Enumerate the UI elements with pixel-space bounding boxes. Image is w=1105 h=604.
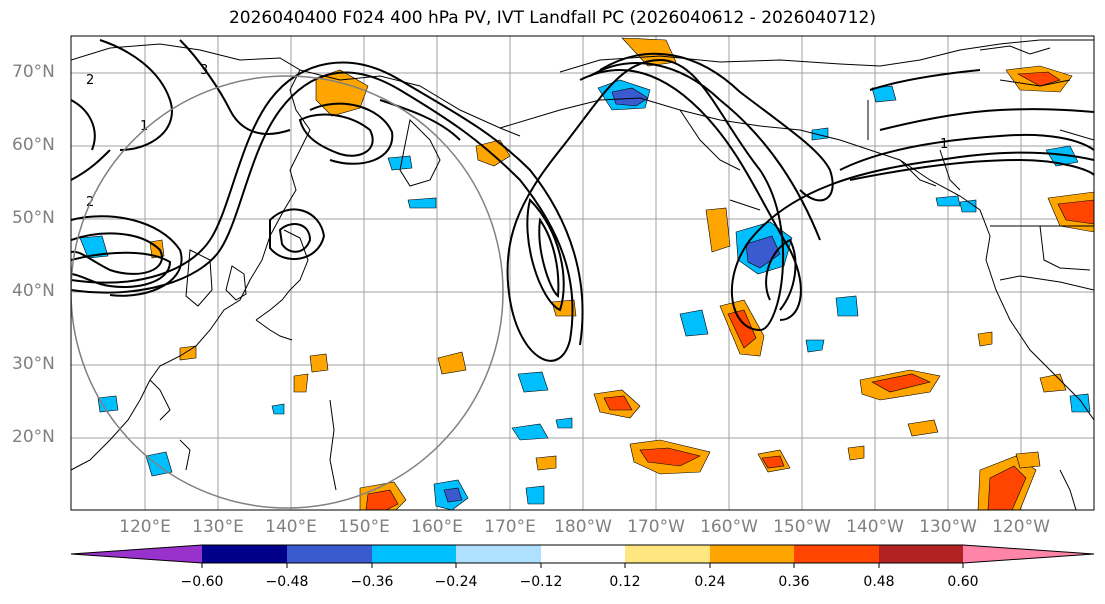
colorbar-tick-label: 0.36: [778, 574, 810, 590]
lon-label: 160°W: [700, 517, 758, 537]
colorbar-bin: [710, 545, 794, 563]
colorbar-tick-label: 0.60: [947, 574, 979, 590]
contour-label: 1: [940, 137, 948, 152]
lon-label: 170°W: [627, 517, 685, 537]
pv-contours: [71, 39, 1094, 362]
colorbar-extend-max: [963, 545, 1094, 563]
colorbar-tick-label: −0.60: [180, 574, 224, 590]
map-title: 2026040400 F024 400 hPa PV, IVT Landfall…: [228, 8, 876, 28]
lon-label: 180°W: [554, 517, 612, 537]
colorbar-tick-label: 0.12: [609, 574, 641, 590]
lat-label: 70°N: [12, 62, 55, 82]
contour-label: 3: [200, 63, 208, 78]
colorbar-bin: [625, 545, 710, 563]
colorbar-tick-label: 0.48: [863, 574, 895, 590]
lon-label: 130°E: [192, 517, 244, 537]
colorbar-bin: [879, 545, 963, 563]
colorbar-tick-label: −0.12: [519, 574, 563, 590]
lat-label: 50°N: [12, 208, 55, 228]
lat-label: 20°N: [12, 427, 55, 447]
colorbar-bin: [202, 545, 287, 563]
lon-label: 150°W: [773, 517, 831, 537]
lon-label: 120°E: [119, 517, 171, 537]
colorbar-tick-label: 0.24: [694, 574, 726, 590]
colorbar-bin: [794, 545, 879, 563]
contour-label: 1: [140, 119, 148, 134]
landfall-radius-circle: [71, 75, 504, 509]
ivt-pc-fill: [79, 37, 1094, 510]
lon-label: 170°E: [484, 517, 536, 537]
colorbar-bin: [372, 545, 456, 563]
colorbar-bin: [456, 545, 541, 563]
lon-label: 160°E: [411, 517, 463, 537]
lon-label: 140°W: [846, 517, 904, 537]
colorbar-tick-label: −0.48: [265, 574, 309, 590]
lat-label: 30°N: [12, 354, 55, 374]
lat-label: 60°N: [12, 135, 55, 155]
colorbar-bin: [541, 545, 625, 563]
colorbar-bin: [287, 545, 372, 563]
colorbar-extend-min: [71, 545, 202, 563]
contour-label: 2: [86, 73, 94, 88]
colorbar-tick-label: −0.36: [350, 574, 394, 590]
lon-label: 120°W: [992, 517, 1050, 537]
lat-label: 40°N: [12, 281, 55, 301]
colorbar-tick-label: −0.24: [434, 574, 478, 590]
lon-label: 150°E: [338, 517, 390, 537]
map-frame: [70, 35, 1095, 511]
lon-label: 140°E: [265, 517, 317, 537]
lon-label: 130°W: [919, 517, 977, 537]
